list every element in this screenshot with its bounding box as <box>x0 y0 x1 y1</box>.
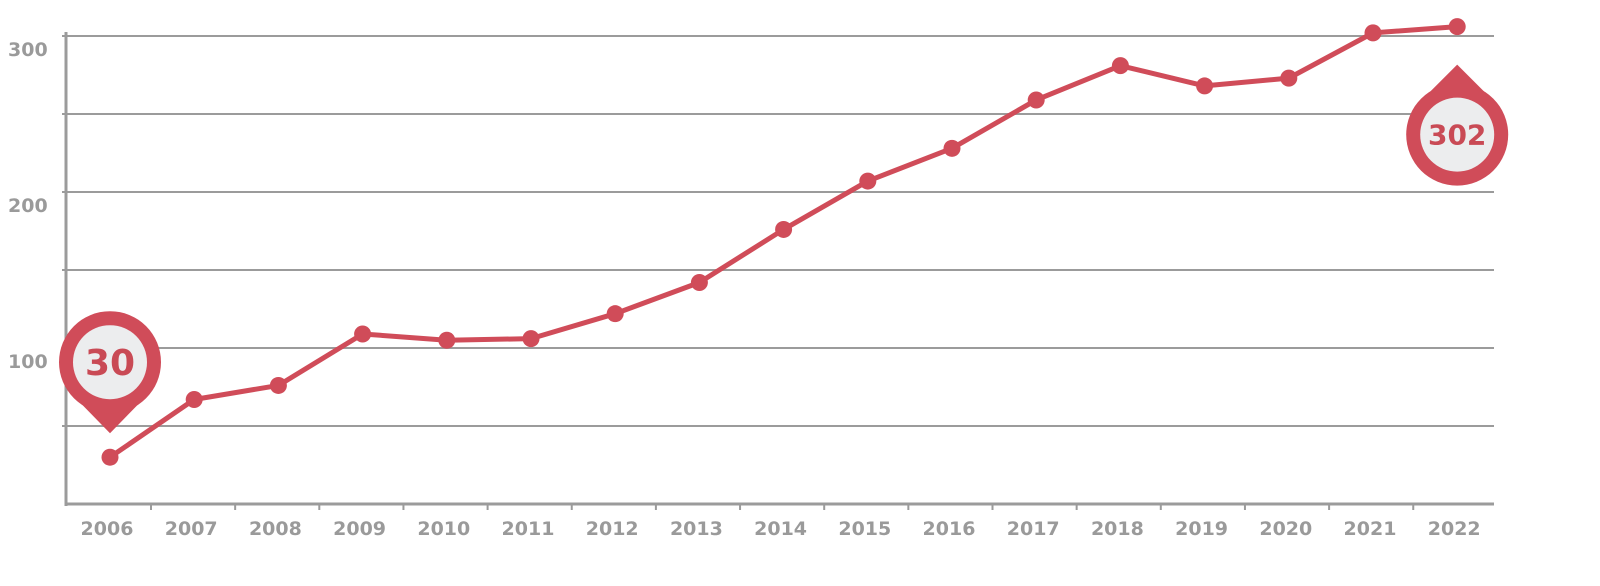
data-point-2009 <box>354 325 372 343</box>
series-line-group <box>101 18 1466 466</box>
grid-lines <box>62 35 1494 427</box>
y-tick-labels: 100 200 300 <box>8 39 48 373</box>
x-tick-label-2021: 2021 <box>1344 518 1397 540</box>
x-tick-label-2017: 2017 <box>1007 518 1060 540</box>
y-tick-label-100: 100 <box>8 351 48 373</box>
callout-pin-302: 302 <box>1406 64 1509 186</box>
data-point-2008 <box>269 376 287 394</box>
x-tick-label-2008: 2008 <box>249 518 302 540</box>
x-tick-label-2010: 2010 <box>417 518 470 540</box>
data-point-2006 <box>101 448 119 466</box>
data-point-2017 <box>1027 91 1045 109</box>
x-tick-labels: 2006 2007 2008 2009 2010 2011 2012 2013 2014 2015… <box>81 518 1481 540</box>
data-point-2018 <box>1111 57 1129 75</box>
data-point-2020 <box>1280 69 1298 87</box>
callout-pin-30: 30 <box>59 311 161 434</box>
callout-label-30: 30 <box>85 343 135 384</box>
x-tick-label-2018: 2018 <box>1091 518 1144 540</box>
x-tick-label-2016: 2016 <box>923 518 976 540</box>
data-point-2011 <box>522 330 540 348</box>
x-tick-label-2006: 2006 <box>81 518 134 540</box>
data-point-2022 <box>1448 18 1466 36</box>
data-point-2014 <box>775 220 793 238</box>
y-tick-label-200: 200 <box>8 195 48 217</box>
x-tick-label-2013: 2013 <box>670 518 723 540</box>
x-tick-label-2014: 2014 <box>754 518 807 540</box>
x-tick-label-2020: 2020 <box>1259 518 1312 540</box>
data-point-2021 <box>1364 24 1382 42</box>
x-tick-label-2007: 2007 <box>165 518 218 540</box>
data-point-2019 <box>1196 77 1214 95</box>
data-point-2012 <box>606 305 624 323</box>
x-tick-label-2011: 2011 <box>502 518 555 540</box>
x-tick-label-2012: 2012 <box>586 518 639 540</box>
callouts: 30 302 <box>59 64 1509 434</box>
data-point-2016 <box>943 139 961 157</box>
x-tick-label-2022: 2022 <box>1428 518 1481 540</box>
data-point-2010 <box>438 331 456 349</box>
axes <box>64 32 1494 510</box>
data-point-2007 <box>185 390 203 408</box>
data-point-2015 <box>859 172 877 190</box>
x-tick-label-2019: 2019 <box>1175 518 1228 540</box>
y-tick-label-300: 300 <box>8 39 48 61</box>
callout-inner <box>73 325 147 400</box>
series-line <box>107 24 1460 460</box>
x-tick-label-2009: 2009 <box>333 518 386 540</box>
callout-label-302: 302 <box>1428 119 1486 152</box>
callout-inner <box>1420 97 1495 172</box>
data-point-2013 <box>690 273 708 291</box>
x-tick-label-2015: 2015 <box>838 518 891 540</box>
